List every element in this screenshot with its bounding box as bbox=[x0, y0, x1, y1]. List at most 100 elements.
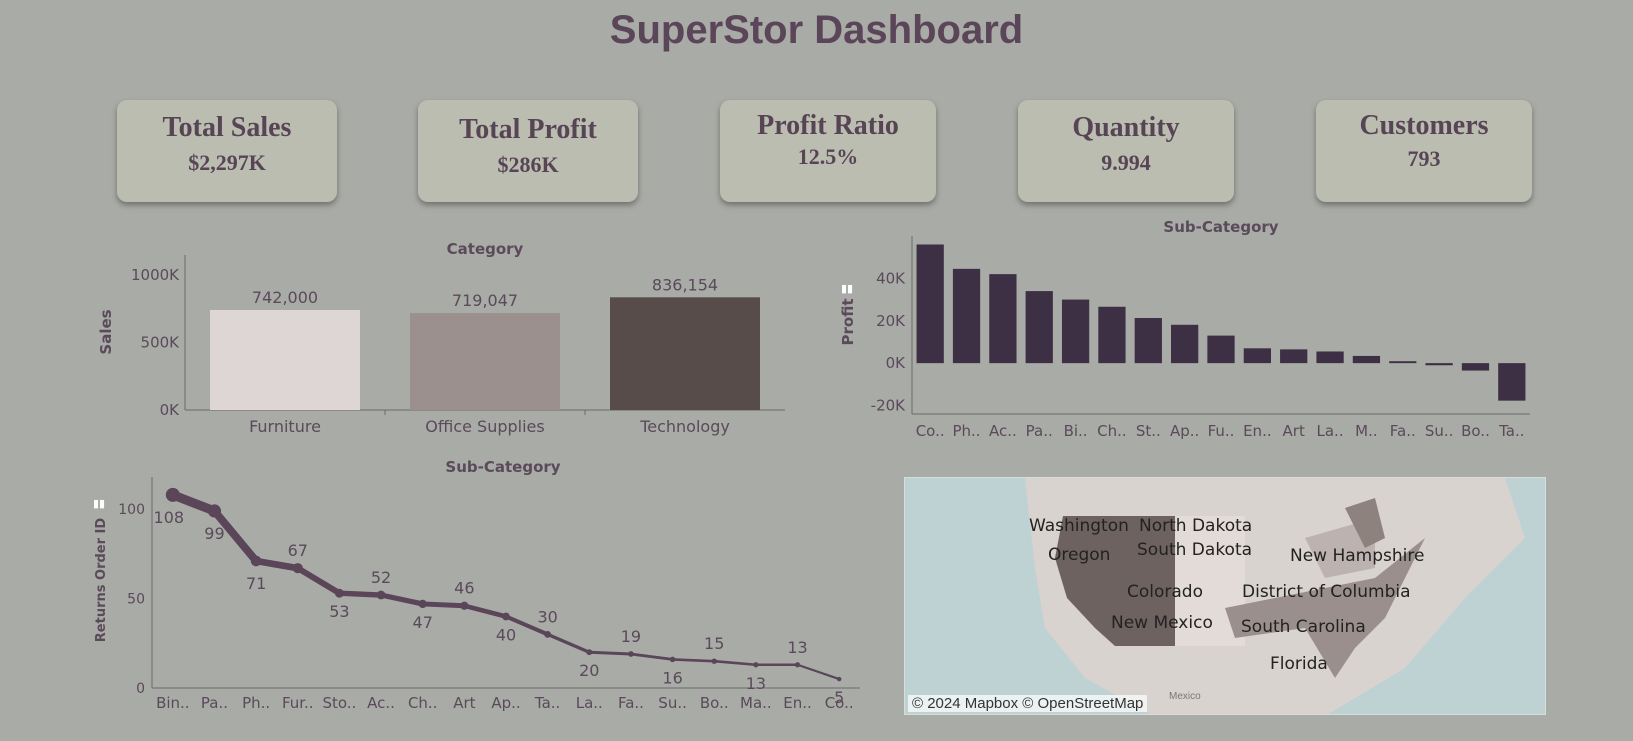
bar bbox=[1316, 351, 1344, 364]
bar bbox=[989, 274, 1017, 364]
data-point bbox=[334, 588, 344, 598]
series-line bbox=[796, 663, 841, 681]
dashboard-title: SuperStor Dashboard bbox=[609, 8, 1024, 52]
bar bbox=[410, 313, 560, 410]
x-tick-label: Technology bbox=[639, 417, 730, 436]
x-tick-label: Ch.. bbox=[408, 694, 438, 712]
y-tick-label: 40K bbox=[876, 269, 906, 287]
map-label-mexico: Mexico bbox=[1169, 691, 1201, 702]
x-tick-label: Pa.. bbox=[1026, 422, 1053, 440]
series-line bbox=[168, 490, 220, 516]
data-point bbox=[207, 504, 222, 518]
data-label: 742,000 bbox=[252, 288, 318, 307]
series-line bbox=[545, 632, 591, 654]
data-label: 99 bbox=[204, 524, 224, 543]
series-line bbox=[629, 652, 674, 661]
x-tick-label: Co.. bbox=[916, 422, 945, 440]
drag-handle-icon[interactable]: ▮▮ bbox=[841, 282, 854, 295]
kpi-label: Total Sales bbox=[162, 112, 292, 143]
chart-title: Sub-Category bbox=[445, 458, 560, 476]
series-line bbox=[420, 601, 467, 609]
x-tick-label: M.. bbox=[1355, 422, 1377, 440]
bar bbox=[1134, 318, 1162, 364]
data-label: 52 bbox=[371, 568, 391, 587]
map-label-south-dakota: South Dakota bbox=[1137, 540, 1253, 560]
data-label: 836,154 bbox=[652, 275, 718, 294]
data-point bbox=[250, 555, 262, 567]
data-point bbox=[418, 599, 427, 609]
x-tick-label: Ta.. bbox=[534, 694, 560, 712]
y-tick-label: 0K bbox=[886, 354, 907, 372]
x-tick-label: Pa.. bbox=[201, 694, 228, 712]
kpi-total-sales: Total Sales $2,297K bbox=[117, 100, 337, 202]
map-region-southeast bbox=[1225, 538, 1425, 678]
y-tick-label: 1000K bbox=[131, 266, 180, 284]
bar bbox=[1389, 361, 1417, 364]
data-label: 47 bbox=[413, 613, 433, 632]
data-label: 40 bbox=[496, 625, 516, 644]
x-tick-label: La.. bbox=[576, 694, 603, 712]
data-point bbox=[711, 658, 717, 664]
data-label: 719,047 bbox=[452, 291, 518, 310]
data-point bbox=[836, 676, 842, 682]
y-tick-label: 0K bbox=[160, 401, 181, 419]
kpi-label: Customers bbox=[1359, 110, 1489, 141]
y-tick-label: -20K bbox=[871, 397, 906, 415]
series-line bbox=[378, 592, 426, 607]
bar bbox=[916, 244, 944, 364]
kpi-label: Quantity bbox=[1072, 112, 1180, 143]
data-point bbox=[753, 662, 759, 668]
series-line bbox=[294, 565, 343, 597]
x-tick-label: Bo.. bbox=[700, 694, 729, 712]
chart-title: Category bbox=[447, 240, 524, 258]
kpi-value: $286K bbox=[497, 152, 559, 177]
drag-handle-icon[interactable]: ▮▮ bbox=[93, 497, 106, 510]
series-line bbox=[210, 507, 261, 565]
x-tick-label: Co.. bbox=[825, 694, 854, 712]
kpi-value: 9.994 bbox=[1101, 150, 1151, 175]
map-label-florida: Florida bbox=[1270, 654, 1328, 674]
map-label-south-carolina: South Carolina bbox=[1241, 617, 1366, 637]
series-line bbox=[462, 603, 509, 619]
series-line bbox=[252, 557, 302, 572]
bar bbox=[1352, 355, 1381, 364]
data-label: 16 bbox=[662, 668, 682, 687]
data-point bbox=[502, 612, 510, 621]
map-attribution[interactable]: © 2024 Mapbox © OpenStreetMap bbox=[908, 695, 1148, 712]
data-label: 13 bbox=[746, 674, 766, 693]
x-tick-label: Ap.. bbox=[491, 694, 520, 712]
x-tick-label: Ph.. bbox=[952, 422, 980, 440]
x-tick-label: Ta.. bbox=[1498, 422, 1524, 440]
data-point bbox=[586, 649, 593, 656]
bar bbox=[1280, 349, 1308, 364]
data-label: 53 bbox=[329, 602, 349, 621]
map-label-washington: Washington bbox=[1029, 516, 1129, 536]
x-tick-label: Fa.. bbox=[618, 694, 644, 712]
x-tick-label: Fa.. bbox=[1390, 422, 1416, 440]
x-tick-label: Fu.. bbox=[1208, 422, 1235, 440]
data-point bbox=[460, 601, 469, 610]
data-point bbox=[669, 656, 676, 663]
kpi-profit-ratio: Profit Ratio 12.5% bbox=[720, 100, 936, 202]
x-tick-label: Sto.. bbox=[322, 694, 356, 712]
data-label: 15 bbox=[704, 634, 724, 653]
x-tick-label: Art bbox=[1283, 422, 1305, 440]
map-label-north-dakota: North Dakota bbox=[1139, 516, 1253, 536]
kpi-label: Total Profit bbox=[459, 114, 597, 145]
x-tick-label: St.. bbox=[1136, 422, 1161, 440]
y-axis-label: Returns Order ID bbox=[94, 518, 109, 643]
bar bbox=[1425, 363, 1453, 366]
y-axis-label: Sales bbox=[97, 309, 115, 354]
sales-map[interactable]: Washington North Dakota Oregon South Dak… bbox=[904, 477, 1546, 715]
x-tick-label: La.. bbox=[1317, 422, 1344, 440]
x-tick-label: Bi.. bbox=[1064, 422, 1088, 440]
x-tick-label: Bin.. bbox=[156, 694, 190, 712]
x-tick-label: En.. bbox=[783, 694, 812, 712]
x-tick-label: En.. bbox=[1243, 422, 1272, 440]
data-label: 19 bbox=[621, 627, 641, 646]
data-label: 71 bbox=[246, 574, 266, 593]
bar bbox=[1498, 363, 1526, 401]
map-shapes bbox=[1025, 478, 1525, 714]
data-point bbox=[544, 630, 552, 638]
bar bbox=[1207, 335, 1235, 364]
